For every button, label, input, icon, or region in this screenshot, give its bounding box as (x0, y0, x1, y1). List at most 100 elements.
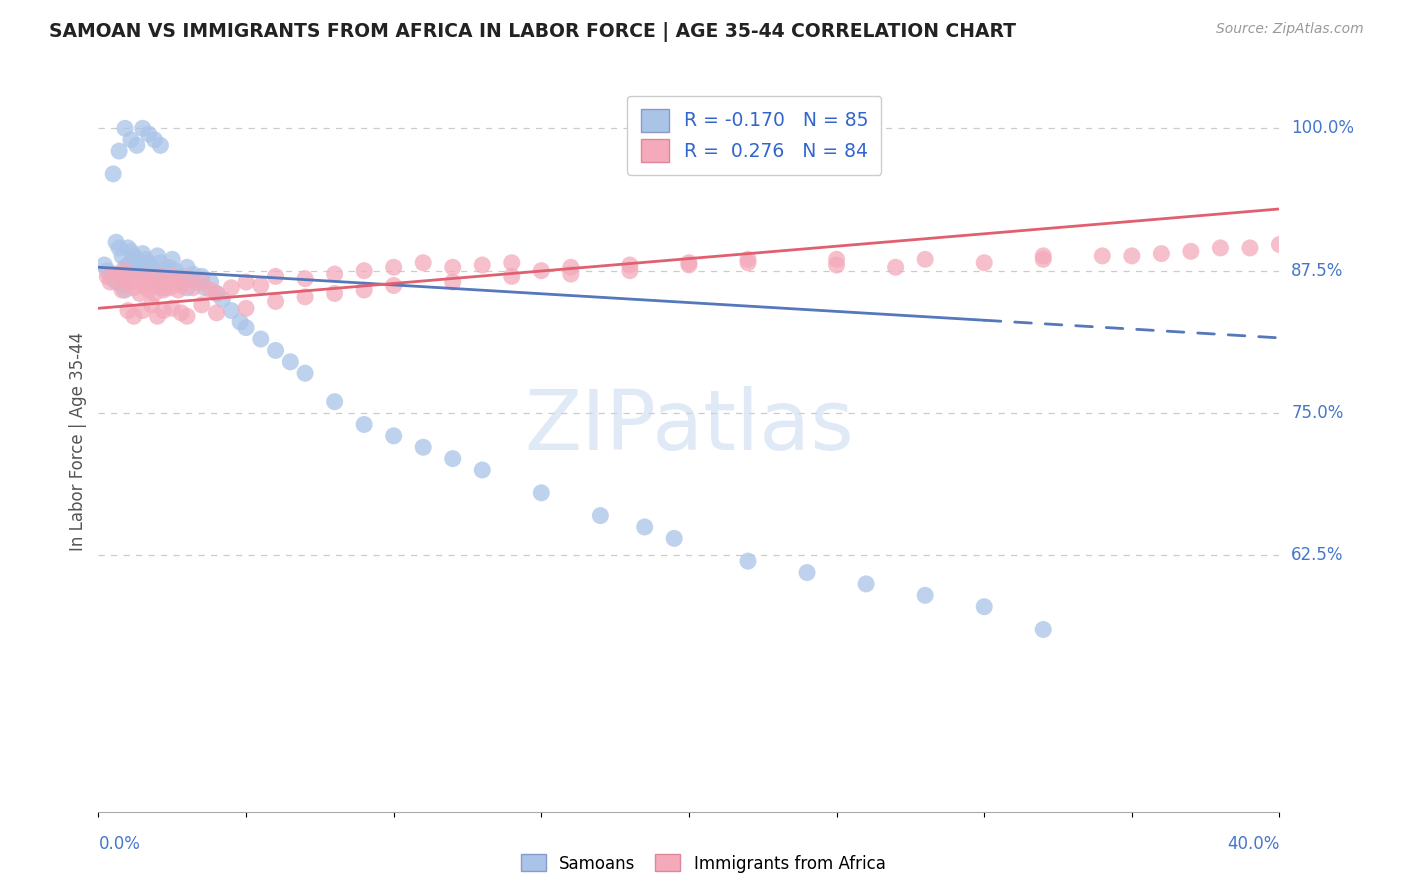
Point (108, 241, 131, 255)
Point (98, 275, 121, 289)
Point (162, 301, 183, 316)
Point (120, 269, 142, 284)
Point (149, 138, 172, 153)
Point (264, 294, 287, 309)
Point (294, 271, 316, 285)
Point (141, 260, 163, 275)
Point (250, 278, 273, 293)
Point (132, 246, 155, 260)
Text: 40.0%: 40.0% (1227, 835, 1279, 853)
Point (170, 269, 193, 284)
Point (111, 283, 134, 297)
Point (122, 310, 145, 324)
Point (146, 249, 169, 263)
Point (143, 133, 166, 147)
Point (98, 267, 121, 281)
Point (589, 508, 612, 523)
Point (141, 275, 163, 289)
Point (146, 310, 169, 324)
Point (146, 269, 169, 284)
Point (619, 258, 641, 272)
Text: 75.0%: 75.0% (1291, 404, 1344, 422)
Point (1091, 249, 1114, 263)
Point (264, 343, 287, 358)
Point (678, 258, 700, 272)
Point (235, 301, 257, 316)
Point (152, 283, 174, 297)
Point (914, 252, 936, 267)
Point (501, 256, 523, 270)
Point (382, 429, 405, 443)
Point (125, 269, 148, 284)
Point (128, 256, 150, 270)
Point (825, 252, 848, 267)
Point (122, 249, 145, 263)
Point (135, 269, 157, 284)
Point (1032, 249, 1054, 263)
Point (105, 275, 128, 289)
Point (176, 310, 198, 324)
Point (152, 263, 174, 277)
Point (165, 263, 187, 277)
Point (117, 275, 139, 289)
Point (114, 263, 136, 277)
Point (825, 258, 848, 272)
Text: ZIPatlas: ZIPatlas (524, 386, 853, 467)
Point (125, 271, 148, 285)
Point (191, 298, 214, 312)
Point (132, 121, 155, 136)
Point (146, 278, 169, 293)
Point (120, 133, 142, 147)
Point (353, 263, 375, 277)
Point (141, 298, 163, 312)
Point (412, 256, 434, 270)
Point (560, 267, 582, 281)
Point (170, 278, 193, 293)
Point (138, 127, 160, 141)
Point (229, 315, 252, 329)
Point (471, 258, 494, 272)
Point (162, 271, 183, 285)
Point (884, 260, 907, 275)
Point (211, 292, 233, 306)
Point (122, 281, 145, 295)
Point (200, 283, 222, 297)
Point (108, 271, 131, 285)
Point (205, 306, 228, 320)
Point (796, 566, 818, 580)
Point (382, 278, 405, 293)
Point (120, 269, 142, 284)
Point (117, 241, 139, 255)
Point (382, 260, 405, 275)
Point (1032, 623, 1054, 637)
Point (96, 263, 118, 277)
Point (200, 275, 222, 289)
Point (1150, 246, 1173, 260)
Point (221, 281, 243, 295)
Point (264, 269, 287, 284)
Point (1180, 244, 1202, 259)
Point (441, 451, 464, 466)
Point (105, 235, 128, 250)
Point (93, 258, 115, 272)
Point (111, 278, 134, 293)
Point (471, 463, 494, 477)
Point (191, 269, 214, 284)
Point (111, 249, 134, 263)
Point (135, 252, 157, 267)
Point (143, 286, 166, 301)
Point (114, 283, 136, 297)
Point (132, 260, 155, 275)
Point (149, 256, 172, 270)
Point (122, 262, 145, 277)
Point (155, 275, 177, 289)
Point (664, 532, 686, 546)
Point (323, 394, 346, 409)
Point (141, 275, 163, 289)
Point (117, 258, 139, 272)
Point (181, 267, 204, 281)
Point (205, 286, 228, 301)
Text: Source: ZipAtlas.com: Source: ZipAtlas.com (1216, 22, 1364, 37)
Point (737, 256, 759, 270)
Text: 100.0%: 100.0% (1291, 120, 1354, 137)
